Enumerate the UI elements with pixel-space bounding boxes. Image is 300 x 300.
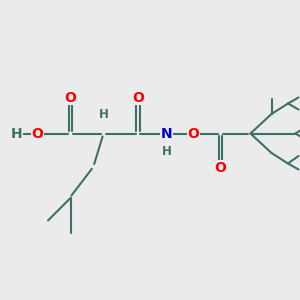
Text: O: O (64, 91, 76, 104)
Text: N: N (161, 127, 172, 140)
Text: H: H (162, 145, 171, 158)
Text: O: O (132, 91, 144, 104)
Text: O: O (214, 161, 226, 175)
Text: H: H (11, 127, 22, 140)
Text: O: O (32, 127, 44, 140)
Text: O: O (188, 127, 200, 140)
Text: H: H (99, 107, 108, 121)
